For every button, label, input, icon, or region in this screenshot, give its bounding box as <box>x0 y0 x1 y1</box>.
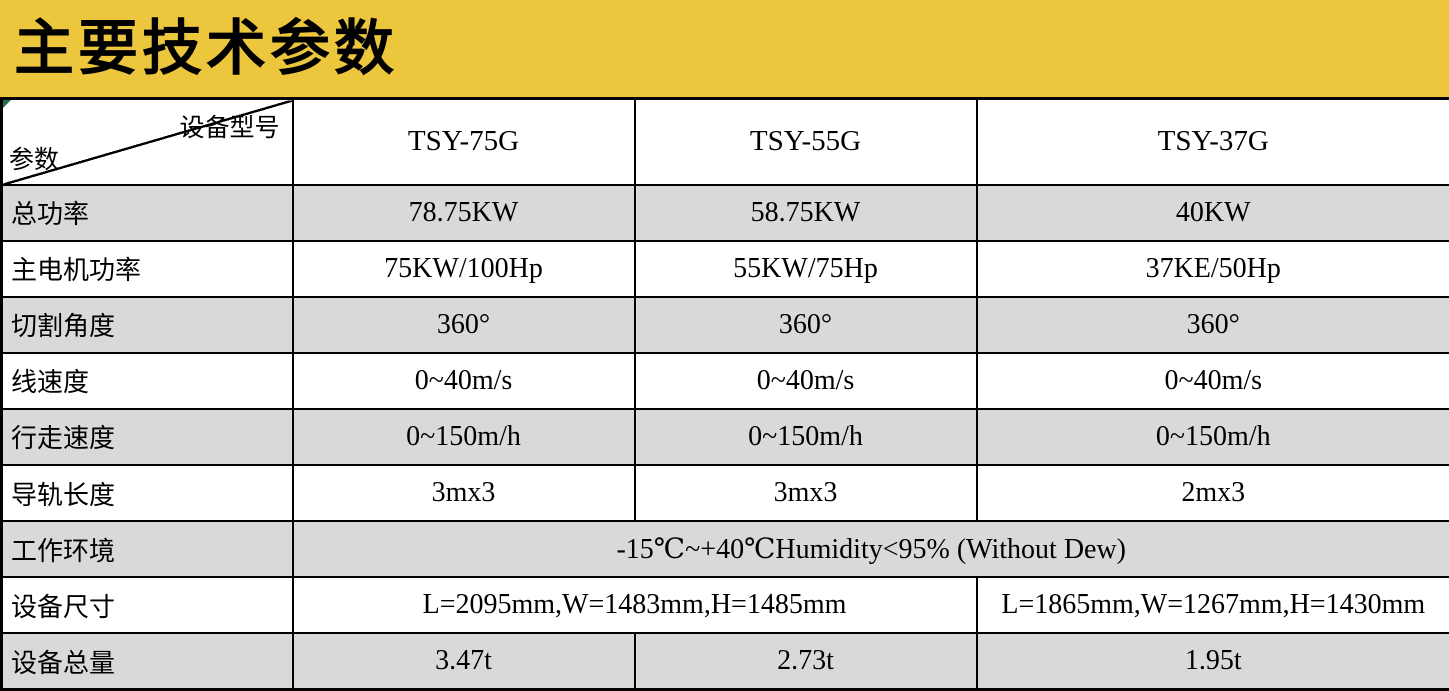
table-row: 主电机功率 75KW/100Hp 55KW/75Hp 37KE/50Hp <box>0 239 1449 298</box>
value-cell: 55KW/75Hp <box>633 239 978 298</box>
value-cell: 0~150m/h <box>633 407 978 467</box>
table-row: 设备尺寸 L=2095mm,W=1483mm,H=1485mm L=1865mm,W… <box>0 576 1449 635</box>
table-row: 设备总量 3.47t 2.73t 1.95t <box>0 632 1449 691</box>
spec-table-body: 总功率 78.75KW 58.75KW 40KW 主电机功率 75KW/100Hp 55KW… <box>0 183 1449 691</box>
param-label: 线速度 <box>0 351 294 410</box>
value-cell: 2.73t <box>633 632 978 691</box>
param-label: 行走速度 <box>0 407 294 467</box>
param-label: 工作环境 <box>0 520 294 579</box>
corner-bottom-left-label: 参数 <box>9 146 60 174</box>
model-header-3: TSY-37G <box>975 97 1449 186</box>
header-row: 设备型号 参数 TSY-75G TSY-55G TSY-37G <box>0 97 1449 186</box>
page-title: 主要技术参数 <box>14 15 398 82</box>
table-row: 工作环境 -15℃~+40℃Humidity<95% (Without Dew) <box>0 520 1449 579</box>
value-cell: L=2095mm,W=1483mm,H=1485mm <box>291 576 978 635</box>
corner-top-right-label: 设备型号 <box>179 115 280 142</box>
value-cell: 0~40m/s <box>291 351 636 410</box>
value-cell: 3mx3 <box>291 464 636 523</box>
value-cell: L=1865mm,W=1267mm,H=1430mm <box>975 576 1449 635</box>
value-cell: 0~40m/s <box>633 351 978 410</box>
value-cell: 0~150m/h <box>291 407 636 467</box>
param-label: 设备总量 <box>0 632 294 691</box>
value-cell: 58.75KW <box>633 183 978 242</box>
table-row: 导轨长度 3mx3 3mx3 2mx3 <box>0 464 1449 523</box>
corner-cell: 设备型号 参数 <box>0 97 294 186</box>
value-cell: 360° <box>291 295 636 354</box>
value-cell: 1.95t <box>975 632 1449 691</box>
param-label: 导轨长度 <box>0 464 294 523</box>
value-cell: 78.75KW <box>291 183 636 242</box>
table-row: 行走速度 0~150m/h 0~150m/h 0~150m/h <box>0 407 1449 467</box>
table-row: 总功率 78.75KW 58.75KW 40KW <box>0 183 1449 242</box>
param-label: 设备尺寸 <box>0 576 294 635</box>
cell-corner-marker-icon <box>3 100 11 108</box>
value-cell: 75KW/100Hp <box>291 239 636 298</box>
value-cell: 2mx3 <box>975 464 1449 523</box>
param-label: 主电机功率 <box>0 239 294 298</box>
spec-table: 设备型号 参数 TSY-75G TSY-55G TSY-37G 总功率 78.75… <box>0 97 1449 691</box>
value-cell: 360° <box>975 295 1449 354</box>
value-cell: -15℃~+40℃Humidity<95% (Without Dew) <box>291 520 1449 579</box>
model-header-1: TSY-75G <box>291 97 636 186</box>
value-cell: 0~150m/h <box>975 407 1449 467</box>
value-cell: 3.47t <box>291 632 636 691</box>
model-header-2: TSY-55G <box>633 97 978 186</box>
table-row: 切割角度 360° 360° 360° <box>0 295 1449 354</box>
title-banner: 主要技术参数 <box>0 0 1449 97</box>
param-label: 切割角度 <box>0 295 294 354</box>
value-cell: 3mx3 <box>633 464 978 523</box>
table-row: 线速度 0~40m/s 0~40m/s 0~40m/s <box>0 351 1449 410</box>
value-cell: 0~40m/s <box>975 351 1449 410</box>
value-cell: 360° <box>633 295 978 354</box>
param-label: 总功率 <box>0 183 294 242</box>
value-cell: 40KW <box>975 183 1449 242</box>
value-cell: 37KE/50Hp <box>975 239 1449 298</box>
